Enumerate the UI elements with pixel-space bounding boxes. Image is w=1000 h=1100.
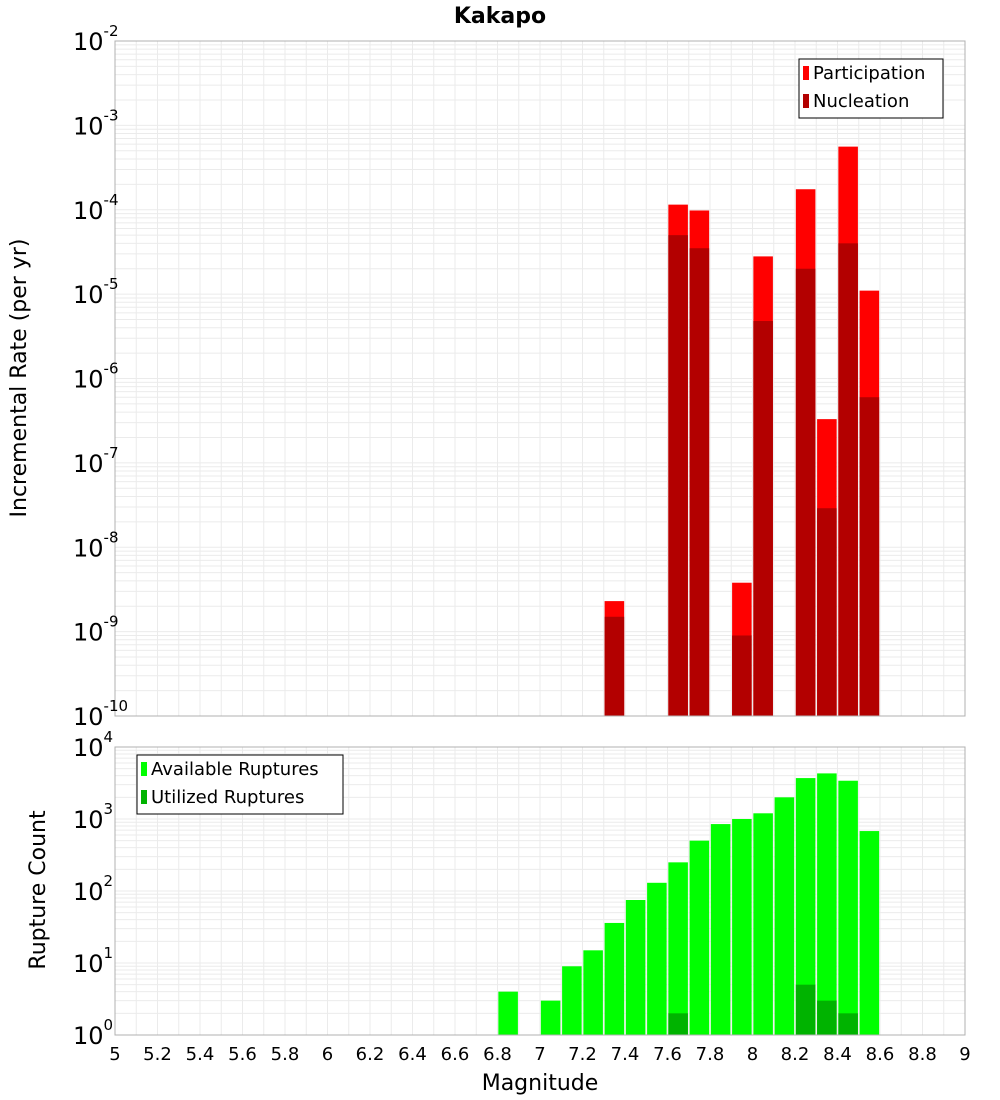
count-bar-available-ruptures xyxy=(625,899,646,1035)
count-bar-utilized-ruptures xyxy=(838,1013,858,1035)
rupture-count-panel: 100 101 102 103 104 Available Ruptures Utilize… xyxy=(73,728,971,1065)
count-y-tick-label: 103 xyxy=(73,800,113,834)
rate-y-tick-label: 10-6 xyxy=(73,360,119,394)
rate-bar-nucleation xyxy=(668,235,688,716)
count-legend-label: Available Ruptures xyxy=(151,759,319,780)
rate-bar-nucleation xyxy=(689,248,710,717)
rate-y-tick-label: 10-3 xyxy=(73,106,119,140)
rate-legend-swatch xyxy=(803,94,809,108)
rate-bar-nucleation xyxy=(732,635,752,716)
x-tick-label: 6.8 xyxy=(483,1044,512,1065)
rate-y-ticks: 10-10 10-9 10-8 10-7 10-6 10-5 10-4 10-3 10-2 xyxy=(73,22,128,731)
rate-bar-nucleation xyxy=(859,397,880,716)
count-bar-utilized-ruptures xyxy=(795,984,816,1035)
rate-legend-swatch xyxy=(803,66,809,80)
rate-y-tick-label: 10-9 xyxy=(73,613,119,647)
rate-legend-label: Nucleation xyxy=(813,91,909,112)
count-bar-available-ruptures xyxy=(753,813,773,1035)
x-ticks: 5 5.2 5.4 5.6 5.8 6 6.2 6.4 6.6 6.8 7 7.2 7.4 7.6 7.8 8… xyxy=(109,1044,970,1065)
count-legend-swatch xyxy=(141,762,147,776)
count-bar-available-ruptures xyxy=(710,824,731,1035)
x-tick-label: 8.6 xyxy=(866,1044,895,1065)
rate-bar-nucleation xyxy=(604,616,625,716)
x-tick-label: 8.8 xyxy=(908,1044,937,1065)
count-y-tick-label: 102 xyxy=(73,872,113,906)
rate-panel: 10-10 10-9 10-8 10-7 10-6 10-5 10-4 10-3 10-2 Par… xyxy=(73,22,966,731)
x-tick-label: 6 xyxy=(322,1044,333,1065)
x-tick-label: 7.4 xyxy=(611,1044,640,1065)
rate-y-tick-label: 10-7 xyxy=(73,444,119,478)
count-legend-label: Utilized Ruptures xyxy=(151,787,304,808)
x-tick-label: 7.8 xyxy=(696,1044,725,1065)
count-bar-available-ruptures xyxy=(795,778,816,1035)
count-bar-available-ruptures xyxy=(838,780,858,1035)
count-bar-available-ruptures xyxy=(859,831,880,1035)
count-bar-available-ruptures xyxy=(540,1000,561,1035)
count-bar-utilized-ruptures xyxy=(668,1013,688,1035)
x-tick-label: 5.2 xyxy=(143,1044,172,1065)
count-bar-available-ruptures xyxy=(583,950,603,1035)
count-bar-available-ruptures xyxy=(562,966,582,1035)
x-tick-label: 6.4 xyxy=(398,1044,427,1065)
count-bar-available-ruptures xyxy=(647,882,667,1035)
rate-grid xyxy=(114,41,966,717)
x-tick-label: 5.6 xyxy=(228,1044,257,1065)
count-y-tick-label: 100 xyxy=(73,1016,113,1050)
chart-title: Kakapo xyxy=(454,4,546,29)
count-legend: Available Ruptures Utilized Ruptures xyxy=(136,754,344,815)
rate-legend-box xyxy=(798,58,944,119)
rate-bar-nucleation xyxy=(795,268,816,716)
rate-axis-title: Incremental Rate (per yr) xyxy=(7,239,32,518)
count-bar-available-ruptures xyxy=(668,862,688,1035)
count-bar-available-ruptures xyxy=(774,797,795,1035)
x-tick-label: 7 xyxy=(534,1044,545,1065)
rate-y-tick-label: 10-10 xyxy=(73,697,128,731)
count-bar-available-ruptures xyxy=(817,773,837,1035)
rate-y-tick-label: 10-2 xyxy=(73,22,119,56)
x-tick-label: 8.2 xyxy=(781,1044,810,1065)
rate-plot-frame xyxy=(114,40,966,717)
rate-bar-nucleation xyxy=(838,243,858,717)
rate-legend-label: Participation xyxy=(813,63,925,84)
rate-legend: Participation Nucleation xyxy=(798,58,944,119)
rate-bar-nucleation xyxy=(817,508,837,716)
count-bar-available-ruptures xyxy=(732,819,752,1035)
count-bar-available-ruptures xyxy=(604,922,625,1035)
count-legend-swatch xyxy=(141,790,147,804)
rate-y-tick-label: 10-8 xyxy=(73,528,119,562)
x-tick-label: 5 xyxy=(109,1044,120,1065)
rate-bars xyxy=(604,146,880,717)
count-y-ticks: 100 101 102 103 104 xyxy=(73,728,113,1050)
x-tick-label: 7.2 xyxy=(568,1044,597,1065)
count-y-tick-label: 101 xyxy=(73,944,113,978)
rate-y-tick-label: 10-5 xyxy=(73,275,119,309)
count-bar-available-ruptures xyxy=(689,840,710,1035)
rupture-count-axis-title: Rupture Count xyxy=(26,810,51,970)
count-bar-utilized-ruptures xyxy=(817,1000,837,1035)
x-tick-label: 5.4 xyxy=(186,1044,215,1065)
count-bars xyxy=(498,773,880,1035)
count-y-tick-label: 104 xyxy=(73,728,113,762)
count-bar-available-ruptures xyxy=(498,991,518,1035)
x-tick-label: 8.4 xyxy=(823,1044,852,1065)
x-tick-label: 6.6 xyxy=(441,1044,470,1065)
count-plot-frame xyxy=(114,746,966,1036)
magnitude-axis-title: Magnitude xyxy=(482,1071,599,1096)
x-tick-label: 6.2 xyxy=(356,1044,385,1065)
count-legend-box xyxy=(136,754,344,815)
x-tick-label: 5.8 xyxy=(271,1044,300,1065)
x-tick-label: 9 xyxy=(959,1044,970,1065)
rate-y-tick-label: 10-4 xyxy=(73,191,119,225)
rate-bar-nucleation xyxy=(753,321,773,716)
x-tick-label: 7.6 xyxy=(653,1044,682,1065)
x-tick-label: 8 xyxy=(747,1044,758,1065)
